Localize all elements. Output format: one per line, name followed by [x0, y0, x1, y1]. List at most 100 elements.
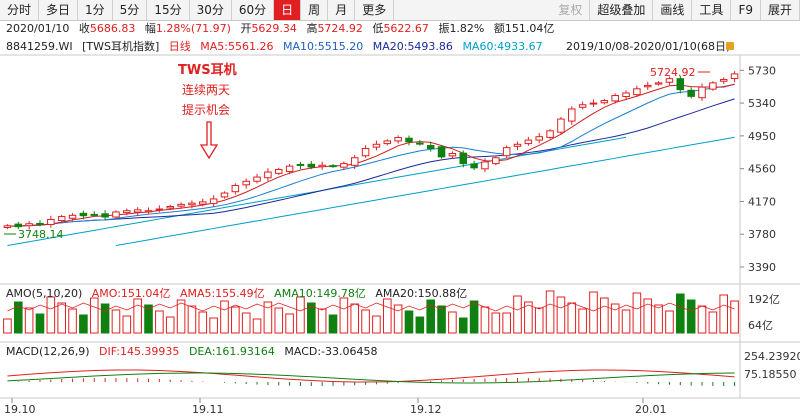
- amo-bar: [165, 316, 175, 334]
- ma20-label: MA20:5493.86: [372, 40, 453, 53]
- high-value: 5724.92: [317, 22, 363, 35]
- candle-body: [274, 169, 283, 174]
- amo-bar: [524, 301, 533, 334]
- candle-body: [14, 223, 23, 228]
- amo-name: AMO(5,10,20): [6, 287, 83, 300]
- candle-body: [578, 104, 587, 108]
- amo-bar: [46, 296, 56, 334]
- amo-bar: [404, 310, 414, 334]
- ma10-label: MA10:5515.20: [283, 40, 364, 53]
- candle-body: [394, 137, 402, 142]
- low-value: 5622.67: [383, 22, 429, 35]
- amo-bar: [350, 303, 360, 334]
- tab-3[interactable]: 5分: [113, 0, 148, 20]
- amo-bar: [621, 309, 631, 334]
- candle-body: [470, 163, 478, 169]
- candle-body: [426, 144, 435, 149]
- y-tick-label: 4170: [748, 195, 776, 208]
- y-tick-label: 5340: [748, 97, 776, 110]
- amo-bar: [252, 318, 262, 334]
- amo-bar: [285, 313, 294, 334]
- candle-body: [730, 73, 739, 80]
- candle-body: [340, 163, 348, 168]
- amo-bar: [708, 311, 718, 334]
- amo-bar: [24, 307, 34, 334]
- ama-line: [7, 302, 735, 312]
- candle-body: [383, 140, 392, 145]
- tab-4[interactable]: 15分: [147, 0, 190, 20]
- amo-bar: [361, 309, 370, 334]
- candle-body: [242, 180, 250, 186]
- amo-bar: [632, 292, 642, 334]
- candle-body: [622, 92, 630, 98]
- tab-7[interactable]: 日: [274, 0, 302, 20]
- amo-axis-label: 192亿: [748, 293, 780, 306]
- x-tick-label: 19.11: [192, 403, 224, 416]
- right-tab-3[interactable]: 工具: [692, 0, 732, 20]
- tab-6[interactable]: 60分: [232, 0, 275, 20]
- annotation-arrow-icon: [199, 121, 219, 160]
- candle-body: [296, 163, 305, 166]
- right-tab-2[interactable]: 画线: [653, 0, 693, 20]
- amo-bar: [372, 315, 381, 334]
- candle-body: [448, 153, 457, 157]
- annotation-line2: 提示机会: [182, 102, 230, 117]
- amo-bar: [187, 305, 197, 334]
- right-tab-0[interactable]: 复权: [551, 0, 591, 20]
- amo-bar: [231, 306, 240, 334]
- index-info-row: 8841259.WI [TWS耳机指数] 日线 MA5:5561.26 MA10…: [0, 38, 800, 56]
- amp-label: 振: [438, 22, 450, 35]
- tab-1[interactable]: 多日: [39, 0, 79, 20]
- tab-9[interactable]: 月: [328, 0, 356, 20]
- candle-body: [513, 143, 522, 147]
- candle-body: [589, 102, 598, 105]
- candle-body: [524, 139, 533, 145]
- candle-body: [698, 86, 706, 99]
- tab-2[interactable]: 1分: [78, 0, 113, 20]
- ama5-value: AMA5:155.49亿: [179, 287, 265, 300]
- amo-bar: [578, 308, 587, 334]
- macd-axis-label: 75.18550: [744, 368, 797, 381]
- tab-0[interactable]: 分时: [0, 0, 40, 20]
- amo-bar: [220, 300, 229, 334]
- lock-icon[interactable]: [726, 42, 734, 50]
- amo-bar: [133, 298, 142, 334]
- x-tick-label: 19.12: [410, 403, 442, 416]
- amo-bar: [589, 291, 598, 334]
- candle-body: [307, 163, 316, 168]
- tab-10[interactable]: 更多: [355, 0, 395, 20]
- amo-header: AMO(5,10,20) AMO:151.04亿 AMA5:155.49亿 AM…: [0, 286, 467, 302]
- amo-bar: [209, 317, 218, 334]
- candle-body: [144, 210, 153, 213]
- amo-bar: [339, 297, 349, 334]
- candle-body: [643, 84, 652, 88]
- amo-bar: [513, 295, 522, 334]
- amo-bar: [393, 304, 403, 334]
- amo-bar: [654, 304, 663, 334]
- candle-body: [676, 78, 685, 91]
- amo-bar: [155, 310, 164, 334]
- right-tab-1[interactable]: 超级叠加: [590, 0, 654, 20]
- macd-value: MACD:-33.06458: [284, 345, 378, 358]
- macd-axis-label: 254.23920: [744, 350, 800, 363]
- amp-value: 1.82%: [449, 22, 485, 35]
- y-tick-label: 4950: [748, 130, 776, 143]
- amo-bar: [697, 305, 707, 334]
- candle-body: [481, 161, 489, 170]
- amo-bar: [89, 297, 99, 334]
- candle-body: [90, 213, 99, 216]
- tab-8[interactable]: 周: [301, 0, 329, 20]
- amo-bar: [719, 294, 729, 334]
- right-tab-4[interactable]: F9: [731, 0, 761, 20]
- amo-bar: [68, 308, 77, 334]
- tab-5[interactable]: 30分: [190, 0, 232, 20]
- amo-bar: [567, 302, 577, 334]
- amo-bar: [317, 308, 327, 334]
- x-tick-label: 20.01: [635, 403, 667, 416]
- candle-body: [654, 82, 663, 85]
- candle-body: [253, 176, 261, 182]
- dif-value: DIF:145.39935: [99, 345, 180, 358]
- right-tab-5[interactable]: 展开: [761, 0, 800, 20]
- candle-body: [350, 157, 359, 166]
